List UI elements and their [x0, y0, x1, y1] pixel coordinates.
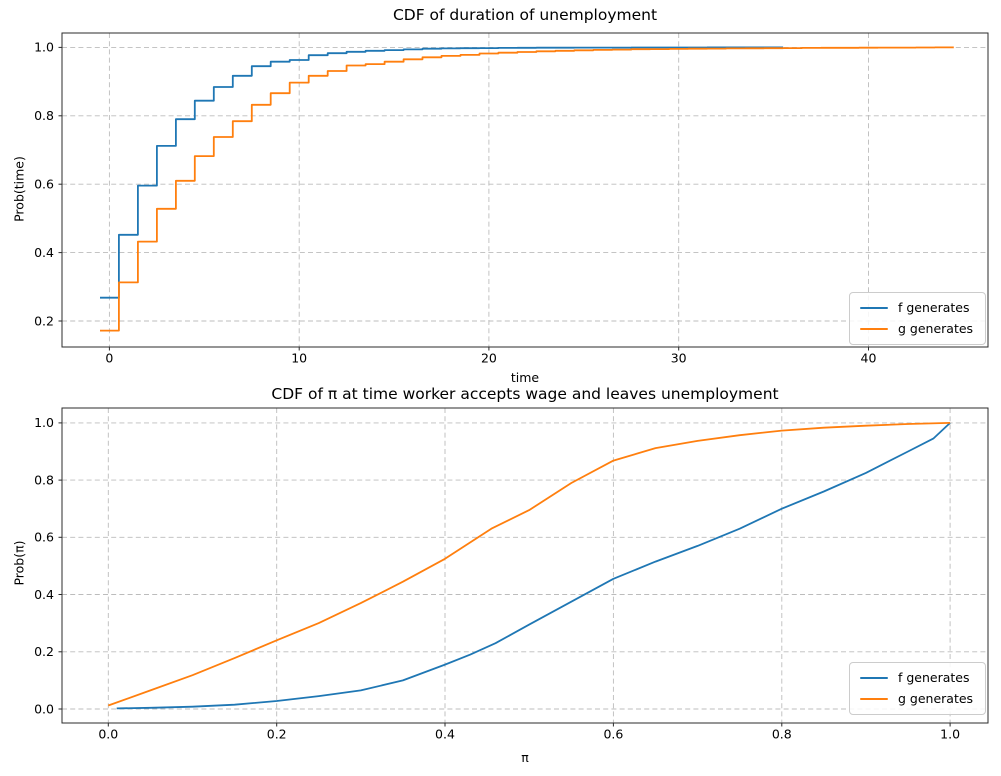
x-tick-label: 0.8 — [772, 727, 792, 742]
f-series-legend-line-icon — [860, 306, 888, 310]
legend-entry-g: g generates — [860, 322, 975, 336]
legend-label-g: g generates — [898, 690, 974, 706]
top-chart-axes: 0 10 20 30 40 0.2 0.4 0.6 0.8 1.0 — [34, 32, 989, 366]
x-tick-label: 40 — [861, 351, 877, 366]
bottom-chart-ticks: 0.0 0.2 0.4 0.6 0.8 1.0 0.0 0.2 0.4 0.6 0.8 1.0 — [34, 415, 960, 741]
bottom-chart-grid — [62, 408, 988, 723]
bottom-chart-legend: f generates g generates — [849, 662, 986, 715]
top-chart-g-series-line — [100, 46, 954, 332]
legend-entry-f: f generates — [860, 301, 975, 315]
x-tick-label: 20 — [481, 351, 497, 366]
legend-label-g: g generates — [898, 320, 974, 336]
legend-label-f: f generates — [898, 299, 970, 315]
x-tick-label: 10 — [291, 351, 307, 366]
bottom-chart-axes: 0.0 0.2 0.4 0.6 0.8 1.0 0.0 0.2 0.4 0.6 0.8 1.0 — [34, 407, 989, 742]
y-tick-label: 1.0 — [34, 415, 54, 430]
x-tick-label: 30 — [671, 351, 687, 366]
g-series-legend-line-icon — [860, 697, 888, 701]
bottom-chart-series — [107, 422, 951, 710]
y-tick-label: 0.2 — [34, 644, 54, 659]
x-tick-label: 0.2 — [267, 727, 287, 742]
top-chart-ylabel: Prob(time) — [11, 156, 27, 222]
top-chart-title: CDF of duration of unemployment — [392, 6, 658, 24]
x-tick-label: 0 — [105, 351, 113, 366]
f-series-legend-line-icon — [860, 676, 888, 680]
y-tick-label: 0.6 — [34, 530, 54, 545]
legend-entry-f: f generates — [860, 671, 975, 685]
y-tick-label: 0.4 — [34, 245, 54, 260]
x-tick-label: 0.4 — [435, 727, 455, 742]
y-tick-label: 0.8 — [34, 108, 54, 123]
top-chart-f-series-line — [100, 46, 784, 299]
x-tick-label: 1.0 — [940, 727, 960, 742]
y-tick-label: 0.4 — [34, 587, 54, 602]
top-chart-ticks: 0 10 20 30 40 0.2 0.4 0.6 0.8 1.0 — [34, 40, 876, 366]
bottom-chart-ylabel: Prob(π) — [11, 540, 27, 586]
top-chart-spines — [61, 32, 989, 348]
bottom-chart-xlabel: π — [521, 750, 529, 765]
bottom-chart-title: CDF of π at time worker accepts wage and… — [271, 385, 779, 403]
y-tick-label: 0.2 — [34, 313, 54, 328]
y-tick-label: 0.8 — [34, 472, 54, 487]
g-series-legend-line-icon — [860, 327, 888, 331]
top-chart-series — [100, 46, 954, 332]
top-chart-xlabel: time — [510, 370, 540, 385]
legend-label-f: f generates — [898, 669, 970, 685]
x-tick-label: 0.0 — [98, 727, 118, 742]
legend-entry-g: g generates — [860, 692, 975, 706]
y-tick-label: 1.0 — [34, 40, 54, 55]
x-tick-label: 0.6 — [603, 727, 623, 742]
y-tick-label: 0.6 — [34, 177, 54, 192]
bottom-chart-spines — [61, 407, 989, 724]
top-chart-legend: f generates g generates — [849, 292, 986, 345]
y-tick-label: 0.0 — [34, 701, 54, 716]
bottom-chart-f-series-line — [116, 422, 951, 710]
bottom-chart-g-series-line — [107, 422, 951, 707]
